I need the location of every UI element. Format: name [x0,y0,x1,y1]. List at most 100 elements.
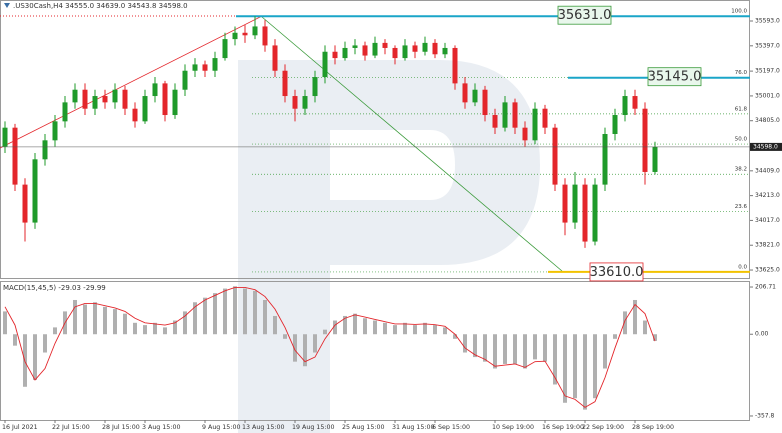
candle-body [52,121,58,141]
x-tick-label: 28 Sep 19:00 [632,424,674,431]
candle-body [592,184,598,242]
candle-body [362,45,368,56]
macd-bar [103,306,107,335]
macd-bar [293,334,297,362]
macd-bar [133,322,137,335]
macd-bar [623,311,627,335]
macd-bar [143,325,147,335]
macd-bar [243,288,247,335]
macd-bar [363,318,367,335]
macd-bar [33,334,37,380]
candle-body [512,102,518,128]
macd-bar [633,299,637,335]
macd-bar [233,286,237,335]
y-tick-label: 34213.0 [755,192,780,199]
candle-body [202,64,208,71]
x-tick-label: 22 Jul 15:00 [52,424,90,431]
candle-body [222,39,228,59]
candle-body [442,47,448,55]
candle-body [452,47,458,84]
level-callout [647,67,702,87]
macd-bar [483,334,487,362]
fib-label: 76.0 [735,70,748,76]
candle-body [422,42,428,52]
candle-body [472,89,478,103]
candle-body [602,134,608,185]
y-tick-label: 34409.0 [755,167,780,174]
candle-body [22,184,28,223]
main-panel [0,0,750,279]
candle-body [132,108,138,122]
x-tick-label: 25 Aug 15:00 [342,424,384,431]
candle-body [552,127,558,185]
candle-body [302,96,308,109]
macd-bar [413,325,417,335]
candle-body [292,96,298,109]
candle-body [382,42,388,48]
y-tick-label: 35197.0 [755,68,780,75]
macd-bar [443,327,447,335]
macd-bar [253,290,257,335]
fib-label: 100.0 [731,9,747,15]
y-tick-label: 206.71 [755,284,776,291]
candle-body [582,184,588,242]
candle-body [502,102,508,128]
candle-body [72,89,78,103]
current-price-label: 34598.0 [753,143,778,150]
macd-bar [343,315,347,335]
candle-body [282,70,288,97]
macd-bar [473,334,477,358]
macd-bar [563,334,567,403]
macd-bar [543,334,547,362]
candle-body [262,26,268,46]
macd-bar [263,299,267,335]
candle-body [162,83,168,116]
candle-body [342,47,348,59]
macd-bar [383,322,387,335]
y-tick-label: 35593.0 [755,18,780,25]
macd-bar [43,334,47,353]
candle-body [462,83,468,103]
x-tick-label: 16 Jul 2021 [2,424,38,431]
macd-bar [613,334,617,339]
macd-bar [113,309,117,335]
macd-bar [313,334,317,353]
candle-body [12,127,18,185]
x-tick-label: 3 Aug 15:00 [142,424,180,431]
level-callout [589,262,644,282]
macd-bar [203,297,207,335]
candle-body [322,51,328,78]
macd-bar [493,334,497,369]
candle-body [612,115,618,135]
macd-bar [123,313,127,335]
macd-bar [593,334,597,399]
candle-body [182,70,188,90]
y-tick-label: 34017.0 [755,217,780,224]
candle-body [652,146,658,172]
macd-bar [73,299,77,335]
candle-body [522,127,528,141]
macd-bar [53,327,57,335]
y-tick-label: -357.8 [755,412,775,419]
candle-body [352,45,358,48]
candle-body [232,32,238,40]
current-price-box [750,142,782,151]
candle-body [332,51,338,59]
fib-label: 0.0 [738,264,747,270]
macd-panel [0,281,750,421]
y-tick-label: 34805.0 [755,117,780,124]
macd-bar [353,313,357,335]
x-tick-label: 16 Sep 19:00 [542,424,584,431]
x-tick-label: 9 Aug 15:00 [202,424,240,431]
candle-body [172,89,178,116]
candle-body [82,89,88,109]
x-tick-label: 28 Jul 15:00 [102,424,140,431]
macd-bar [463,334,467,353]
symbol-icon [4,3,10,8]
signal-line [4,286,656,408]
macd-bar [333,320,337,335]
y-tick-label: 35001.0 [755,92,780,99]
y-tick-label: 33625.0 [755,267,780,274]
candle-body [122,89,128,109]
